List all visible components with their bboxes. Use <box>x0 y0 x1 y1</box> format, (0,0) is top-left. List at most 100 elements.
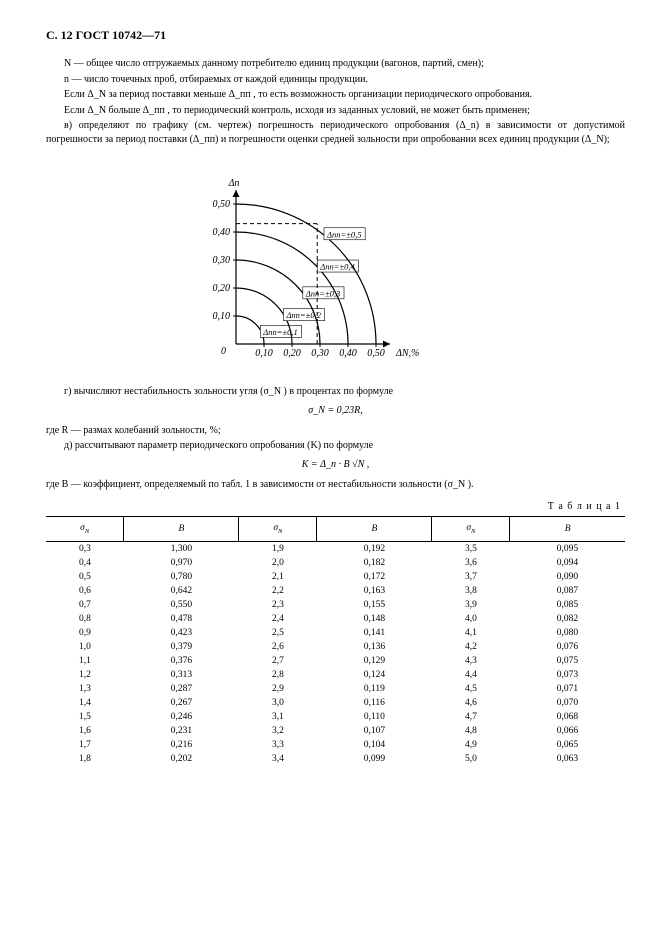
table-cell: 0,216 <box>124 738 239 752</box>
table-row: 0,50,7802,10,1723,70,090 <box>46 570 625 584</box>
para-5: в) определяют по графику (см. чертеж) по… <box>46 119 625 146</box>
table-cell: 0,073 <box>510 668 625 682</box>
table-cell: 4,0 <box>432 612 510 626</box>
svg-text:0,20: 0,20 <box>212 283 230 294</box>
table-row: 0,60,6422,20,1633,80,087 <box>46 584 625 598</box>
table-cell: 0,095 <box>510 542 625 557</box>
svg-text:0,30: 0,30 <box>212 255 230 266</box>
table-title: Т а б л и ц а 1 <box>46 501 621 512</box>
table-cell: 3,3 <box>239 738 317 752</box>
table-cell: 1,1 <box>46 654 124 668</box>
table-row: 1,60,2313,20,1074,80,066 <box>46 724 625 738</box>
table-header: σN <box>432 517 510 542</box>
table-cell: 0,4 <box>46 556 124 570</box>
table-cell: 0,423 <box>124 626 239 640</box>
table-cell: 0,202 <box>124 752 239 766</box>
table-cell: 1,2 <box>46 668 124 682</box>
table-cell: 2,7 <box>239 654 317 668</box>
table-cell: 0,6 <box>46 584 124 598</box>
table-cell: 2,0 <box>239 556 317 570</box>
body-text: N — общее число отгружаемых данному потр… <box>46 57 625 146</box>
table-cell: 3,4 <box>239 752 317 766</box>
table-cell: 1,0 <box>46 640 124 654</box>
table-cell: 0,478 <box>124 612 239 626</box>
table-cell: 1,7 <box>46 738 124 752</box>
table-cell: 0,085 <box>510 598 625 612</box>
table-cell: 1,3 <box>46 682 124 696</box>
table-row: 1,00,3792,60,1364,20,076 <box>46 640 625 654</box>
table-cell: 0,3 <box>46 542 124 557</box>
svg-text:0,20: 0,20 <box>283 348 301 359</box>
table-cell: 4,1 <box>432 626 510 640</box>
table-cell: 1,5 <box>46 710 124 724</box>
table-row: 0,90,4232,50,1414,10,080 <box>46 626 625 640</box>
table-header: B <box>124 517 239 542</box>
table-row: 0,80,4782,40,1484,00,082 <box>46 612 625 626</box>
table-cell: 0,376 <box>124 654 239 668</box>
table-cell: 0,9 <box>46 626 124 640</box>
table-cell: 0,124 <box>317 668 432 682</box>
table-cell: 0,5 <box>46 570 124 584</box>
table-cell: 1,9 <box>239 542 317 557</box>
table-cell: 2,3 <box>239 598 317 612</box>
table-cell: 0,550 <box>124 598 239 612</box>
table-row: 1,40,2673,00,1164,60,070 <box>46 696 625 710</box>
table-cell: 0,7 <box>46 598 124 612</box>
svg-text:0,40: 0,40 <box>339 348 357 359</box>
table-cell: 2,9 <box>239 682 317 696</box>
svg-text:0,10: 0,10 <box>255 348 273 359</box>
table-cell: 3,0 <box>239 696 317 710</box>
table-cell: 0,287 <box>124 682 239 696</box>
table-cell: 4,5 <box>432 682 510 696</box>
table-cell: 0,104 <box>317 738 432 752</box>
table-cell: 3,5 <box>432 542 510 557</box>
diagram: 0,100,200,300,400,500,100,200,300,400,50… <box>186 154 486 379</box>
para-1: N — общее число отгружаемых данному потр… <box>46 57 625 71</box>
para-9: где B — коэффициент, определяемый по таб… <box>46 478 625 492</box>
table-row: 0,40,9702,00,1823,60,094 <box>46 556 625 570</box>
table-cell: 1,8 <box>46 752 124 766</box>
para-8: д) рассчитывают параметр периодического … <box>46 439 625 453</box>
formula-1: σ_N = 0,23R, <box>46 405 625 416</box>
para-2: n — число точечных проб, отбираемых от к… <box>46 73 625 87</box>
table-cell: 0,119 <box>317 682 432 696</box>
table-cell: 0,116 <box>317 696 432 710</box>
table-cell: 4,3 <box>432 654 510 668</box>
table-cell: 0,642 <box>124 584 239 598</box>
table-cell: 0,780 <box>124 570 239 584</box>
table-cell: 0,148 <box>317 612 432 626</box>
para-3: Если Δ_N за период поставки меньше Δ_пп … <box>46 88 625 102</box>
table-cell: 0,136 <box>317 640 432 654</box>
table-cell: 0,090 <box>510 570 625 584</box>
svg-text:Δпп=±0,1: Δпп=±0,1 <box>262 327 298 337</box>
table-cell: 0,313 <box>124 668 239 682</box>
svg-text:0: 0 <box>221 346 226 357</box>
table-cell: 5,0 <box>432 752 510 766</box>
table-cell: 0,076 <box>510 640 625 654</box>
table-cell: 0,970 <box>124 556 239 570</box>
table-cell: 1,4 <box>46 696 124 710</box>
table-cell: 3,6 <box>432 556 510 570</box>
svg-text:0,50: 0,50 <box>212 199 230 210</box>
table-cell: 0,080 <box>510 626 625 640</box>
table-row: 1,20,3132,80,1244,40,073 <box>46 668 625 682</box>
table-cell: 3,2 <box>239 724 317 738</box>
table-cell: 0,231 <box>124 724 239 738</box>
svg-text:0,10: 0,10 <box>212 311 230 322</box>
table-cell: 0,071 <box>510 682 625 696</box>
table-cell: 4,4 <box>432 668 510 682</box>
table-cell: 2,1 <box>239 570 317 584</box>
table-cell: 0,141 <box>317 626 432 640</box>
svg-text:ΔN,%: ΔN,% <box>395 348 419 359</box>
svg-text:Δпп=±0,3: Δпп=±0,3 <box>304 288 340 298</box>
table-cell: 0,182 <box>317 556 432 570</box>
svg-text:Δпп=±0,5: Δпп=±0,5 <box>325 229 361 239</box>
svg-text:0,40: 0,40 <box>212 227 230 238</box>
para-6: г) вычисляют нестабильность зольности уг… <box>46 385 625 399</box>
table-cell: 0,094 <box>510 556 625 570</box>
table-cell: 0,267 <box>124 696 239 710</box>
table-header: σN <box>239 517 317 542</box>
table-cell: 0,379 <box>124 640 239 654</box>
table-cell: 4,2 <box>432 640 510 654</box>
para-7: где R — размах колебаний зольности, %; <box>46 424 625 438</box>
